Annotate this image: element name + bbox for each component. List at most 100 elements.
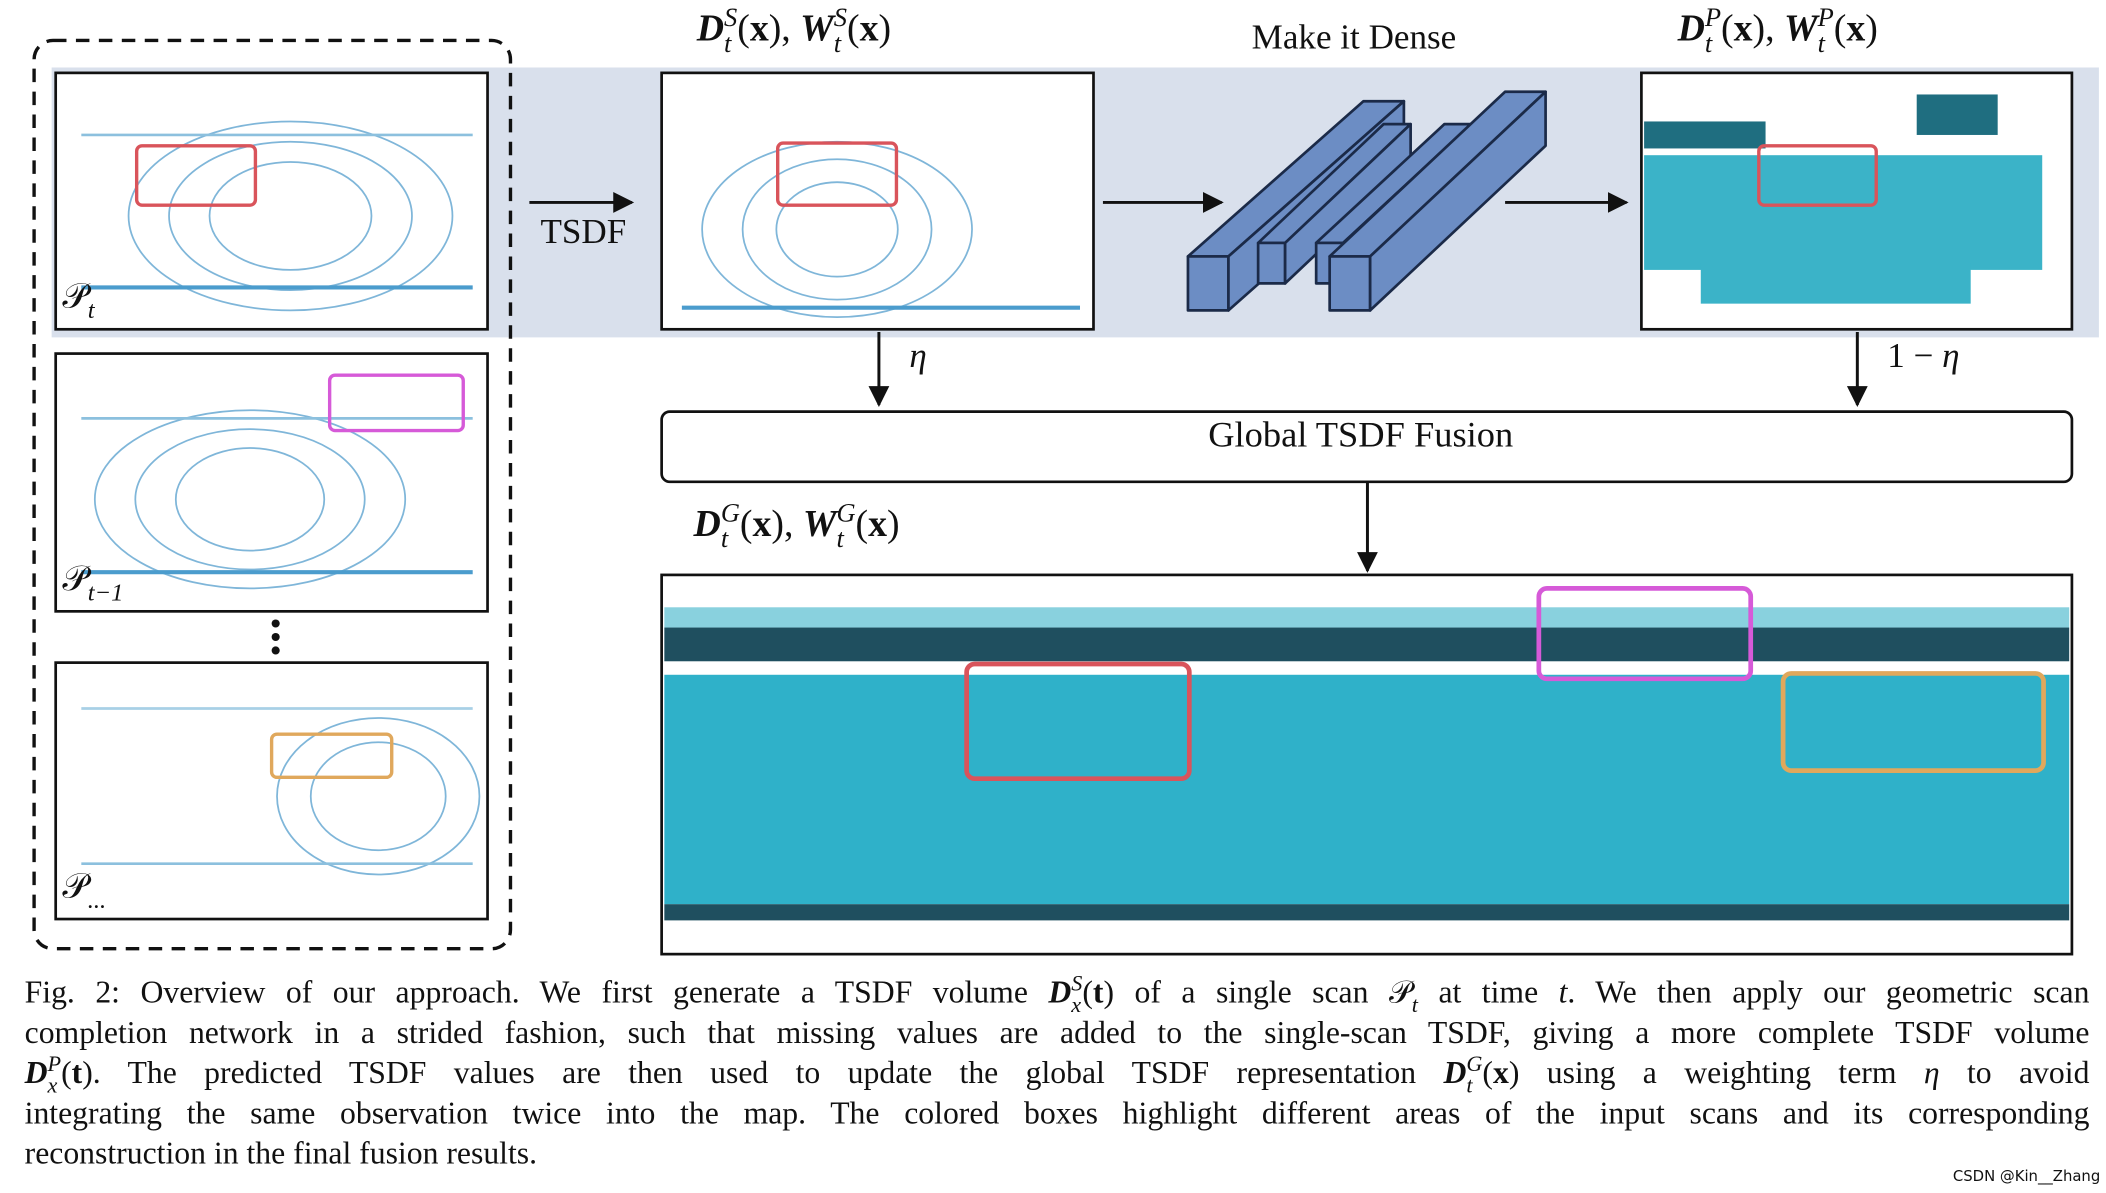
- subscript: t: [1705, 28, 1713, 58]
- superscript: P: [1704, 2, 1721, 32]
- subscript: t: [834, 28, 842, 58]
- text-run: D: [696, 7, 724, 49]
- text-run: x: [860, 7, 879, 49]
- text-run: ): [1865, 7, 1878, 49]
- text-run: (: [61, 1055, 72, 1090]
- text-run: (: [1082, 975, 1093, 1010]
- text-run: ): [887, 503, 900, 545]
- text-run: x: [753, 503, 772, 545]
- text-line: Fig. 2: Overview of our approach. We fir…: [25, 971, 2090, 1018]
- text-run: D: [693, 503, 721, 545]
- text-line: 𝒫...: [62, 866, 106, 914]
- text-run: (: [1834, 7, 1847, 49]
- text-line: 1 − η: [1887, 336, 1959, 375]
- scan-panel: [54, 352, 489, 613]
- subscript: t: [1412, 992, 1419, 1017]
- scan-group: [32, 38, 513, 951]
- text-run: t: [1093, 975, 1104, 1010]
- text-run: ). The predicted TSDF values are then us…: [82, 1055, 1443, 1090]
- text-run: to avoid: [1940, 1055, 2090, 1090]
- watermark: CSDN @Kin__Zhang: [1953, 1168, 2100, 1185]
- text-line: D St(x), W St(x): [696, 2, 891, 58]
- text-run: W: [803, 503, 839, 545]
- text-run: Fig. 2: Overview of our approach. We fir…: [25, 975, 1049, 1010]
- text-line: reconstruction in the final fusion resul…: [25, 1136, 537, 1171]
- text-run: x: [1493, 1055, 1509, 1090]
- text-run: (: [737, 7, 750, 49]
- text-run: 𝒫: [62, 559, 91, 598]
- text-run: η: [909, 336, 926, 375]
- text-run: t: [1559, 975, 1569, 1010]
- superscript: S: [724, 2, 737, 32]
- text-run: completion network in a strided fashion,…: [25, 1015, 2090, 1050]
- text-run: Global TSDF Fusion: [1208, 415, 1513, 455]
- text-line: D Gt(x), W Gt(x): [693, 497, 900, 553]
- subscript: t: [1466, 1073, 1473, 1098]
- text-line: Make it Dense: [1252, 18, 1457, 57]
- text-run: ),: [771, 503, 802, 545]
- superscript: P: [1817, 2, 1834, 32]
- text-run: W: [1784, 7, 1820, 49]
- text-run: ),: [769, 7, 800, 49]
- text-run: ): [878, 7, 891, 49]
- text-line: Global TSDF Fusion: [1208, 415, 1513, 455]
- text-run: . We then apply our geometric scan: [1567, 975, 2089, 1010]
- text-run: D: [1047, 975, 1071, 1010]
- subscript: x: [47, 1073, 58, 1098]
- text-run: x: [750, 7, 769, 49]
- text-line: η: [909, 336, 926, 375]
- subscript: t−1: [88, 579, 124, 606]
- superscript: G: [836, 497, 855, 527]
- superscript: S: [1071, 971, 1082, 996]
- text-line: integrating the same observation twice i…: [25, 1095, 2090, 1130]
- text-run: 𝒫: [1389, 975, 1416, 1010]
- text-run: D: [1442, 1055, 1466, 1090]
- text-run: ),: [1753, 7, 1784, 49]
- network-icon: [1186, 90, 1547, 312]
- text-run: 𝒫: [62, 866, 91, 905]
- subscript: t: [724, 28, 732, 58]
- text-run: Make it Dense: [1252, 18, 1457, 57]
- text-run: (: [847, 7, 860, 49]
- superscript: S: [834, 2, 847, 32]
- text-run: η: [1924, 1055, 1940, 1090]
- text-run: η: [1942, 336, 1959, 375]
- text-run: reconstruction in the final fusion resul…: [25, 1136, 537, 1171]
- superscript: P: [47, 1051, 62, 1076]
- predicted-panel: [1640, 71, 2074, 331]
- subscript: t: [1818, 28, 1826, 58]
- text-line: D Px(t). The predicted TSDF values are th…: [24, 1051, 2090, 1098]
- subscript: t: [88, 297, 96, 324]
- global-panel: [660, 573, 2074, 956]
- text-run: integrating the same observation twice i…: [25, 1095, 2090, 1130]
- text-run: t: [72, 1055, 83, 1090]
- superscript: G: [1466, 1051, 1482, 1076]
- text-run: (: [1482, 1055, 1493, 1090]
- text-run: D: [1677, 7, 1705, 49]
- scan-panel: [54, 71, 489, 331]
- scan-panel: [54, 661, 489, 921]
- text-line: TSDF: [540, 212, 626, 251]
- text-run: x: [1734, 7, 1753, 49]
- superscript: G: [721, 497, 740, 527]
- ellipsis-dots: [271, 619, 280, 655]
- text-run: W: [800, 7, 836, 49]
- text-run: ) using a weighting term: [1509, 1055, 1924, 1090]
- text-run: D: [24, 1055, 48, 1090]
- subscript: t: [721, 523, 729, 553]
- text-run: (: [856, 503, 869, 545]
- text-run: ) of a single scan: [1104, 975, 1389, 1010]
- single-scan-panel: [660, 71, 1095, 331]
- subscript: ...: [88, 887, 106, 914]
- text-run: x: [1846, 7, 1865, 49]
- text-run: 𝒫: [62, 277, 91, 316]
- text-run: x: [868, 503, 887, 545]
- text-run: TSDF: [540, 212, 626, 251]
- text-line: completion network in a strided fashion,…: [25, 1015, 2090, 1050]
- subscript: x: [1070, 992, 1081, 1017]
- text-run: 1 −: [1887, 336, 1942, 375]
- text-run: at time: [1418, 975, 1559, 1010]
